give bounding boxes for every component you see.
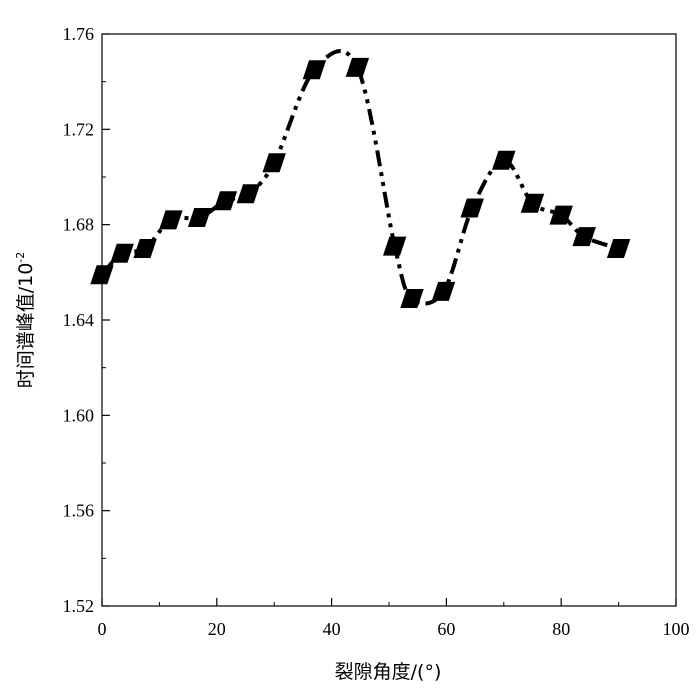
y-tick-label: 1.56 <box>63 501 95 521</box>
y-tick-label: 1.60 <box>63 405 95 425</box>
data-point-marker <box>302 60 327 80</box>
x-tick-label: 80 <box>552 619 570 639</box>
x-axis-title: 裂隙角度/(°) <box>335 661 442 683</box>
y-tick-label: 1.52 <box>63 596 95 616</box>
data-point-marker <box>520 193 545 213</box>
series-curve <box>100 49 620 306</box>
y-axis-title-text: 时间谱峰值/10 <box>15 263 37 389</box>
data-point-marker <box>159 210 183 230</box>
x-tick-label: 20 <box>208 619 226 639</box>
y-axis: 1.52 1.56 1.60 1.64 1.68 1.72 1.76 <box>63 24 110 616</box>
plot-frame-rect <box>101 33 677 607</box>
data-point-marker <box>492 150 516 170</box>
plot-frame <box>101 33 677 607</box>
data-point-marker <box>606 239 631 258</box>
data-point-marker <box>187 208 212 227</box>
data-point-marker <box>383 236 407 256</box>
data-point-marker <box>110 243 134 263</box>
x-tick-label: 0 <box>98 619 107 639</box>
x-tick-label: 40 <box>323 619 341 639</box>
data-point-marker <box>133 239 157 258</box>
y-axis-title-exponent: -2 <box>14 252 27 263</box>
data-point-marker <box>262 153 286 173</box>
x-tick-label: 60 <box>437 619 455 639</box>
x-tick-label: 100 <box>663 619 690 639</box>
data-point-marker <box>213 191 238 211</box>
y-tick-label: 1.72 <box>63 119 95 139</box>
y-axis-title: 时间谱峰值/10-2 <box>14 252 37 389</box>
y-tick-label: 1.64 <box>63 310 95 330</box>
data-point-marker <box>549 205 573 225</box>
series-markers <box>90 57 631 308</box>
y-tick-label: 1.76 <box>63 24 95 44</box>
data-point-marker <box>460 198 484 218</box>
series-line <box>100 49 620 306</box>
data-point-marker <box>236 184 261 204</box>
data-point-marker <box>345 57 370 77</box>
data-point-marker <box>400 289 424 308</box>
data-point-marker <box>90 265 114 285</box>
data-point-marker <box>572 227 596 247</box>
x-axis: 0 20 40 60 80 100 <box>98 598 690 639</box>
y-tick-label: 1.68 <box>63 215 95 235</box>
data-point-marker <box>431 281 456 301</box>
